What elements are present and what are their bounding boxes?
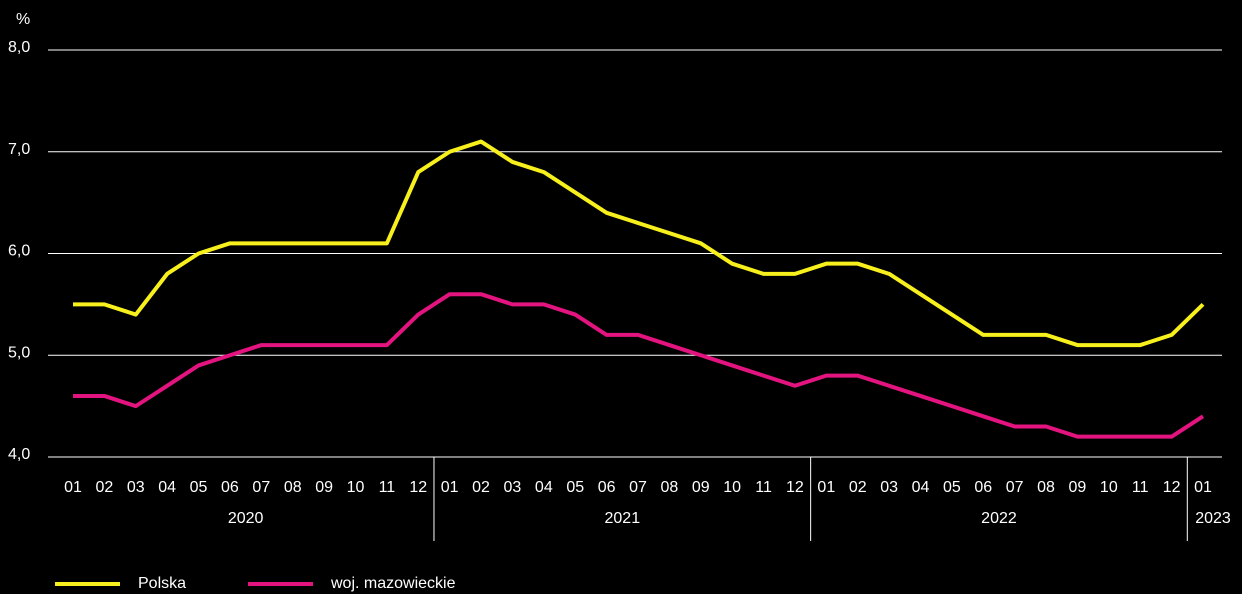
x-tick-label: 12 — [1163, 479, 1181, 496]
y-tick-label: 6,0 — [8, 243, 30, 260]
x-tick-label: 10 — [347, 479, 365, 496]
x-tick-label: 03 — [127, 479, 145, 496]
x-tick-label: 07 — [629, 479, 647, 496]
x-tick-label: 07 — [252, 479, 270, 496]
x-tick-label: 02 — [95, 479, 113, 496]
x-tick-label: 09 — [315, 479, 333, 496]
x-tick-label: 10 — [723, 479, 741, 496]
x-tick-label: 11 — [1132, 479, 1149, 496]
x-tick-label: 08 — [284, 479, 302, 496]
x-tick-label: 01 — [817, 479, 835, 496]
x-tick-label: 05 — [943, 479, 961, 496]
x-tick-label: 01 — [1194, 479, 1212, 496]
year-label: 2023 — [1195, 510, 1231, 527]
x-tick-label: 03 — [504, 479, 522, 496]
x-tick-label: 01 — [441, 479, 459, 496]
x-tick-label: 12 — [409, 479, 427, 496]
y-unit: % — [16, 11, 30, 28]
legend-label: woj. mazowieckie — [330, 575, 456, 592]
x-tick-label: 04 — [158, 479, 176, 496]
x-tick-label: 08 — [660, 479, 678, 496]
x-tick-label: 08 — [1037, 479, 1055, 496]
x-tick-label: 01 — [64, 479, 82, 496]
x-tick-label: 07 — [1006, 479, 1024, 496]
x-tick-label: 09 — [692, 479, 710, 496]
x-tick-label: 06 — [974, 479, 992, 496]
y-tick-label: 7,0 — [8, 141, 30, 158]
x-tick-label: 03 — [880, 479, 898, 496]
x-tick-label: 11 — [379, 479, 396, 496]
x-tick-label: 06 — [598, 479, 616, 496]
x-tick-label: 04 — [912, 479, 930, 496]
y-tick-label: 4,0 — [8, 446, 30, 463]
x-tick-label: 02 — [849, 479, 867, 496]
x-tick-label: 11 — [755, 479, 772, 496]
x-tick-label: 02 — [472, 479, 490, 496]
series-line — [73, 139, 1205, 348]
x-tick-label: 05 — [566, 479, 584, 496]
year-label: 2020 — [228, 510, 264, 527]
y-tick-label: 8,0 — [8, 39, 30, 56]
x-tick-label: 12 — [786, 479, 804, 496]
x-tick-label: 09 — [1069, 479, 1087, 496]
series-line — [73, 292, 1205, 439]
x-tick-label: 04 — [535, 479, 553, 496]
x-tick-label: 10 — [1100, 479, 1118, 496]
x-tick-label: 06 — [221, 479, 239, 496]
legend-label: Polska — [138, 575, 186, 592]
year-label: 2022 — [981, 510, 1017, 527]
y-tick-label: 5,0 — [8, 344, 30, 361]
year-label: 2021 — [605, 510, 641, 527]
x-tick-label: 05 — [190, 479, 208, 496]
